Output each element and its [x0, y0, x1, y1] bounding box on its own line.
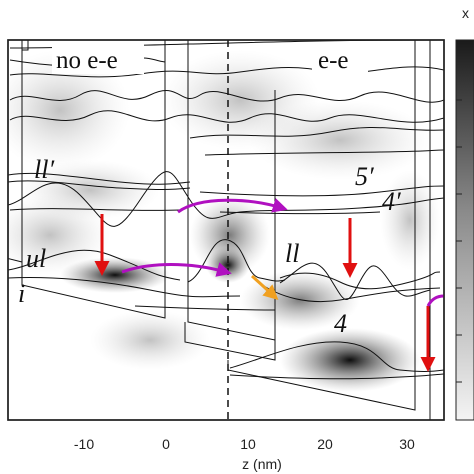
- state-label-5-prime: 5′: [355, 162, 374, 191]
- wavefunction-curves: [8, 40, 444, 380]
- panel-label-left-bg: [52, 44, 144, 74]
- panel-label-no-ee: no e-e: [56, 47, 118, 74]
- x-tick-label: -10: [74, 436, 94, 452]
- state-label-ll: ll: [285, 239, 299, 268]
- magenta-arrow-bottom: [121, 262, 232, 277]
- state-label-i: i: [18, 279, 25, 308]
- magenta-arrow-edge: [426, 294, 444, 307]
- x-tick-label: 0: [162, 436, 170, 452]
- transition-arrows: [94, 198, 444, 372]
- plot-frame: [7, 39, 445, 421]
- colorbar: x: [455, 5, 474, 421]
- x-tick-label: 10: [240, 436, 256, 452]
- colorbar-gradient: [455, 39, 474, 421]
- state-label-4: 4: [334, 309, 347, 338]
- x-tick-label: 30: [399, 436, 415, 452]
- x-axis: -10 0 10 20 30 z (nm): [74, 436, 415, 472]
- x-axis-label: z (nm): [242, 456, 282, 472]
- state-label-4-prime: 4′: [382, 187, 401, 216]
- x-tick-label: 20: [317, 436, 333, 452]
- orange-arrow: [250, 274, 279, 301]
- state-label-ul: ul: [26, 244, 46, 273]
- colorbar-label: x: [462, 5, 469, 21]
- panel-label-right-bg: [312, 44, 368, 74]
- state-label-ll-prime: ll′: [34, 155, 54, 184]
- panel-label-ee: e-e: [318, 47, 349, 74]
- magenta-arrow-top: [177, 198, 288, 214]
- density-map: [8, 40, 444, 420]
